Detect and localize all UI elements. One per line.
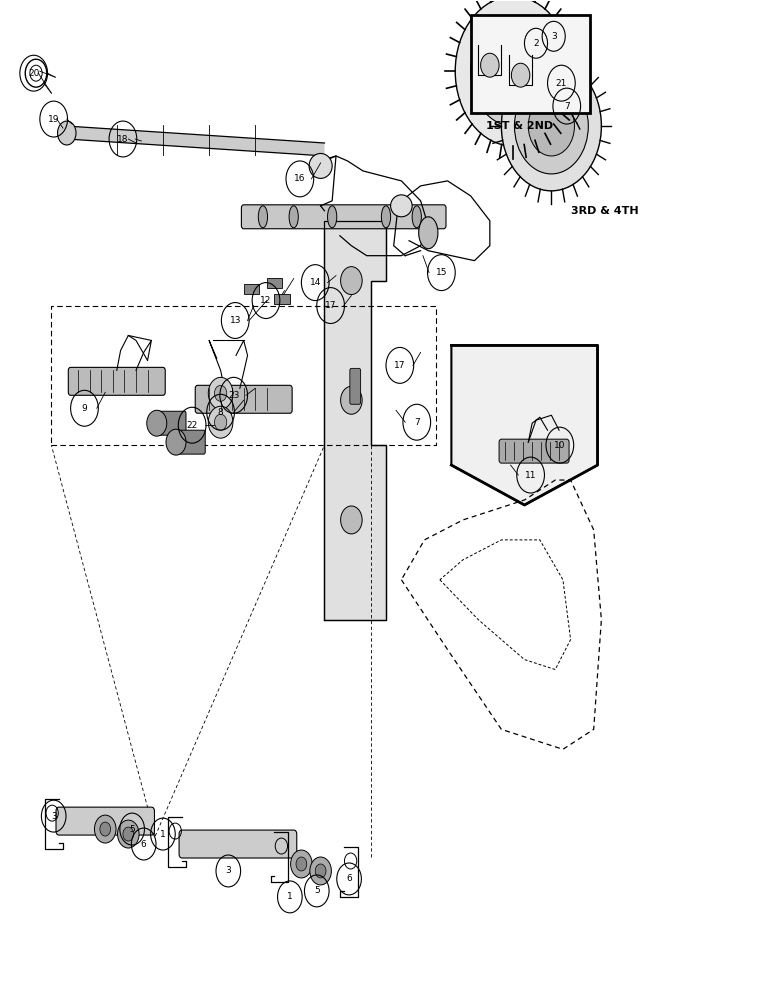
Text: 14: 14 bbox=[310, 278, 321, 287]
Text: 3: 3 bbox=[225, 866, 231, 875]
Text: 8: 8 bbox=[218, 408, 223, 417]
Text: 17: 17 bbox=[394, 361, 405, 370]
FancyBboxPatch shape bbox=[56, 807, 154, 835]
FancyBboxPatch shape bbox=[242, 205, 446, 229]
Circle shape bbox=[290, 850, 312, 878]
Text: 9: 9 bbox=[82, 404, 87, 413]
Circle shape bbox=[501, 61, 601, 191]
Text: 5: 5 bbox=[314, 886, 320, 895]
Text: 10: 10 bbox=[554, 441, 566, 450]
Ellipse shape bbox=[289, 206, 298, 228]
Ellipse shape bbox=[259, 206, 268, 228]
Text: 7: 7 bbox=[564, 102, 570, 111]
Circle shape bbox=[315, 864, 326, 878]
Bar bbox=[275, 294, 290, 304]
Text: 12: 12 bbox=[260, 296, 272, 305]
FancyBboxPatch shape bbox=[179, 830, 296, 858]
Text: 3RD & 4TH: 3RD & 4TH bbox=[571, 206, 638, 216]
Circle shape bbox=[340, 267, 362, 295]
Text: 16: 16 bbox=[294, 174, 306, 183]
Text: 22: 22 bbox=[187, 421, 198, 430]
Polygon shape bbox=[452, 345, 598, 505]
Bar bbox=[471, 15, 590, 113]
Text: 17: 17 bbox=[325, 301, 337, 310]
Text: 1: 1 bbox=[160, 830, 166, 839]
Text: 6: 6 bbox=[141, 840, 147, 849]
Circle shape bbox=[100, 822, 110, 836]
Circle shape bbox=[340, 386, 362, 414]
Text: 11: 11 bbox=[525, 471, 537, 480]
Circle shape bbox=[208, 406, 233, 438]
Bar bbox=[244, 284, 259, 294]
Polygon shape bbox=[66, 126, 324, 156]
Circle shape bbox=[486, 36, 540, 106]
Text: 23: 23 bbox=[228, 391, 239, 400]
Circle shape bbox=[310, 857, 331, 885]
FancyBboxPatch shape bbox=[174, 430, 205, 454]
Text: 3: 3 bbox=[51, 812, 56, 821]
Text: 6: 6 bbox=[346, 874, 352, 883]
Circle shape bbox=[58, 121, 76, 145]
Text: 3: 3 bbox=[550, 32, 557, 41]
Circle shape bbox=[208, 377, 233, 409]
FancyBboxPatch shape bbox=[68, 367, 165, 395]
Circle shape bbox=[117, 820, 139, 848]
Ellipse shape bbox=[391, 195, 412, 217]
Ellipse shape bbox=[309, 153, 332, 178]
FancyBboxPatch shape bbox=[195, 385, 292, 413]
Text: 5: 5 bbox=[129, 825, 135, 834]
Ellipse shape bbox=[412, 206, 422, 228]
Circle shape bbox=[215, 385, 227, 401]
Text: 15: 15 bbox=[435, 268, 447, 277]
Circle shape bbox=[94, 815, 116, 843]
Circle shape bbox=[340, 506, 362, 534]
Circle shape bbox=[296, 857, 306, 871]
Circle shape bbox=[511, 63, 530, 87]
Bar bbox=[267, 278, 282, 288]
Ellipse shape bbox=[418, 217, 438, 249]
Text: 1: 1 bbox=[287, 892, 293, 901]
Circle shape bbox=[514, 78, 588, 174]
Circle shape bbox=[166, 429, 186, 455]
Text: 20: 20 bbox=[28, 69, 39, 78]
Circle shape bbox=[147, 410, 167, 436]
Circle shape bbox=[481, 53, 499, 77]
Text: 1ST & 2ND: 1ST & 2ND bbox=[486, 121, 553, 131]
FancyBboxPatch shape bbox=[155, 411, 186, 435]
Text: 21: 21 bbox=[556, 79, 567, 88]
FancyBboxPatch shape bbox=[499, 439, 569, 463]
Circle shape bbox=[123, 827, 134, 841]
Circle shape bbox=[215, 414, 227, 430]
Text: 7: 7 bbox=[414, 418, 420, 427]
Polygon shape bbox=[324, 221, 386, 620]
Text: 18: 18 bbox=[117, 135, 129, 144]
Text: 13: 13 bbox=[229, 316, 241, 325]
Text: 19: 19 bbox=[48, 115, 59, 124]
Circle shape bbox=[455, 0, 571, 146]
Ellipse shape bbox=[381, 206, 391, 228]
Ellipse shape bbox=[327, 206, 337, 228]
Text: 2: 2 bbox=[533, 39, 539, 48]
Circle shape bbox=[528, 96, 574, 156]
Circle shape bbox=[471, 16, 555, 126]
FancyBboxPatch shape bbox=[350, 368, 361, 404]
